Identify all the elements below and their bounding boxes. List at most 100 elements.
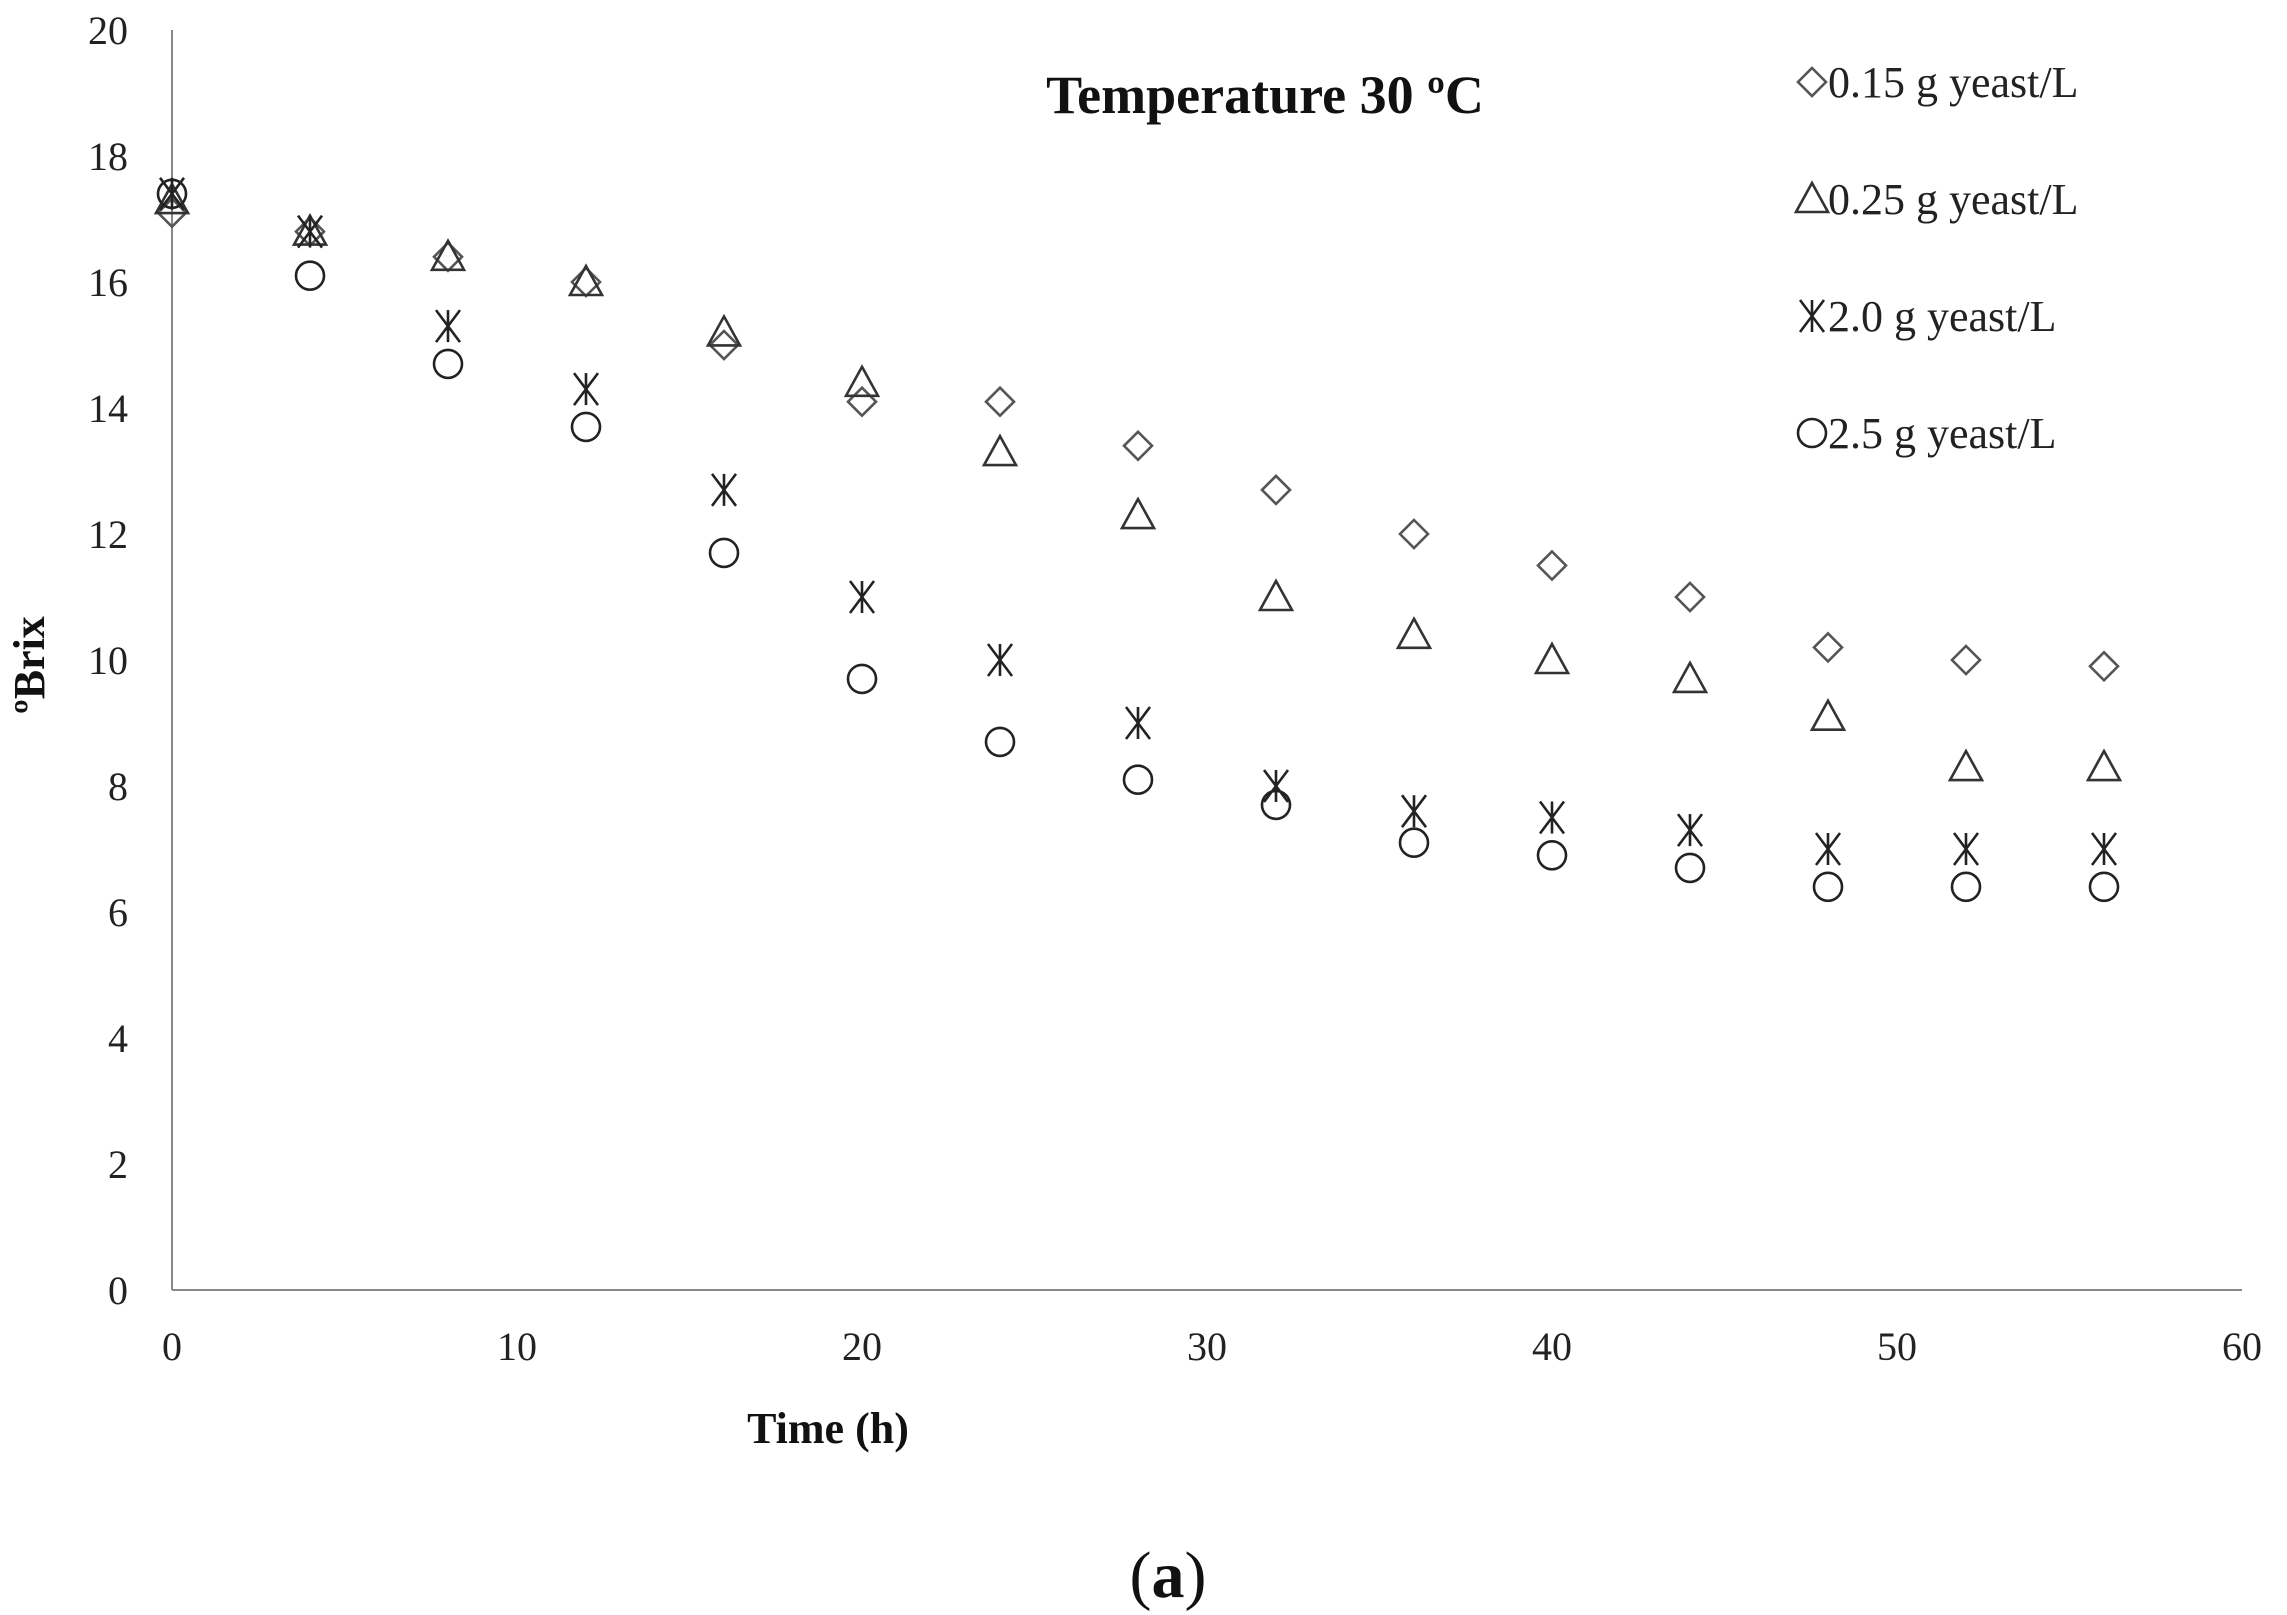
data-point [1533,641,1571,675]
data-point [984,385,1016,418]
chart-title: Temperature 30 ºC [1046,65,1484,125]
legend-item: 2.0 g yeast/L [1798,292,2057,341]
data-point [1809,698,1847,732]
legend-marker [1796,417,1828,449]
y-tick-label: 4 [108,1016,128,1061]
data-point [705,313,743,347]
series-3 [158,177,2118,866]
legend: 0.15 g yeast/L 0.25 g yeast/L 2.0 g yeast/… [1793,58,2079,458]
data-point [1398,518,1430,550]
data-point [434,309,462,343]
data-point [2088,650,2120,683]
data-point [708,537,740,569]
data-point [1814,832,1842,866]
data-point [1952,832,1980,866]
y-ticks: 0 2 4 6 8 10 12 14 16 18 20 [88,8,128,1313]
data-point [153,181,191,215]
x-axis-title: Time (h) [747,1404,909,1453]
series-4 [156,178,2120,903]
data-point [567,263,605,297]
legend-item: 0.25 g yeast/L [1793,175,2079,224]
data-point [846,663,878,695]
data-point [1538,800,1566,835]
data-point [846,385,878,418]
data-point [296,214,324,249]
data-point [984,726,1016,758]
data-point [432,348,464,380]
data-point [1950,644,1982,676]
y-tick-label: 16 [88,260,128,305]
y-tick-label: 12 [88,512,128,557]
data-point [843,364,881,398]
data-point [2090,832,2118,866]
legend-label: 0.15 g yeast/L [1828,58,2079,107]
data-point [1124,706,1152,740]
legend-label: 0.25 g yeast/L [1828,175,2079,224]
y-tick-label: 6 [108,890,128,935]
data-point [572,372,600,406]
x-tick-label: 40 [1532,1324,1572,1369]
data-point [1400,794,1428,828]
legend-label: 2.5 g yeast/L [1828,409,2057,458]
data-point [570,411,602,443]
data-point [1950,871,1982,903]
data-point [1395,616,1433,650]
y-tick-label: 14 [88,386,128,431]
legend-item: 0.15 g yeast/L [1796,58,2079,107]
data-point [1257,578,1295,612]
legend-item: 2.5 g yeast/L [1796,409,2057,458]
legend-marker [1798,299,1826,333]
data-point [710,473,738,507]
data-point [1398,827,1430,859]
data-point [1122,764,1154,796]
data-point [1947,748,1985,782]
y-tick-label: 8 [108,764,128,809]
data-point [1674,581,1706,613]
data-point [294,260,326,292]
data-point [2088,871,2120,903]
x-tick-label: 50 [1877,1324,1917,1369]
caption-close-paren: ) [1185,1539,1207,1612]
x-tick-label: 10 [497,1324,537,1369]
data-points [153,177,2123,903]
y-tick-label: 20 [88,8,128,53]
y-tick-label: 0 [108,1268,128,1313]
data-point [1122,429,1154,462]
x-tick-label: 0 [162,1324,182,1369]
data-point [1260,474,1292,506]
y-axis-title: ºBrix [5,616,54,714]
data-point [1676,813,1704,847]
x-tick-label: 30 [1187,1324,1227,1369]
data-point [1262,769,1290,803]
caption-letter: a [1152,1539,1185,1612]
data-point [2085,748,2123,782]
series-2 [153,181,2123,782]
data-point [981,433,1019,467]
data-point [429,238,467,272]
data-point [156,178,188,210]
legend-marker [1793,180,1831,214]
figure-caption: (a) [1130,1539,1207,1612]
data-point [1812,631,1844,664]
axes [171,30,2242,1291]
x-ticks: 0 10 20 30 40 50 60 [162,1324,2262,1369]
data-point [1674,852,1706,884]
data-point [1536,549,1568,582]
data-point [708,329,740,361]
data-point [1536,839,1568,871]
legend-label: 2.0 g yeast/L [1828,292,2057,341]
y-tick-label: 18 [88,134,128,179]
data-point [1260,789,1292,821]
caption-open-paren: ( [1130,1539,1152,1612]
data-point [1119,496,1157,530]
data-point [986,643,1014,677]
data-point [848,580,876,614]
data-point [1812,871,1844,903]
x-tick-label: 60 [2222,1324,2262,1369]
y-tick-label: 10 [88,638,128,683]
legend-marker [1796,66,1828,98]
data-point [1671,660,1709,694]
x-tick-label: 20 [842,1324,882,1369]
y-tick-label: 2 [108,1142,128,1187]
